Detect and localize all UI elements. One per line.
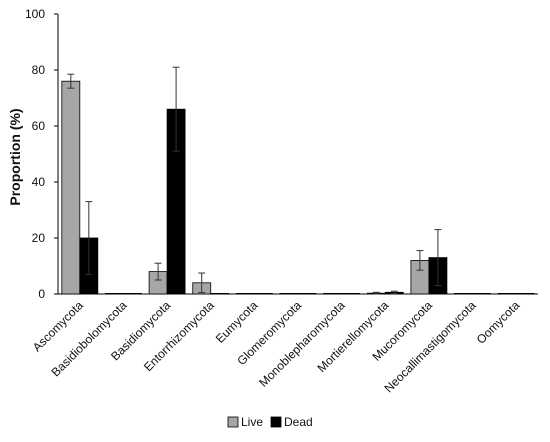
bar-dead-oomycota	[515, 292, 535, 295]
legend-label-live: Live	[241, 415, 263, 429]
y-tick-label: 0	[38, 287, 45, 301]
y-axis: 0 20 40 60 80 100	[25, 7, 59, 301]
y-tick-label: 100	[25, 7, 45, 21]
y-tick-label: 80	[32, 63, 46, 77]
legend-label-dead: Dead	[284, 415, 313, 429]
bar-dead-monoblepharomycota	[341, 292, 361, 295]
bar-live-eumycota	[235, 292, 255, 295]
bars	[61, 66, 535, 295]
x-category-label: Oomycota	[474, 298, 523, 347]
bar-live-basidiobolomycota	[105, 292, 124, 295]
y-tick-label: 60	[32, 119, 46, 133]
bar-dead-glomeromycota	[297, 292, 317, 295]
legend-swatch-dead	[270, 416, 282, 428]
bar-live-glomeromycota	[279, 292, 299, 295]
bar-live-ascomycota	[61, 80, 81, 295]
category-labels: AscomycotaBasidiobolomycotaBasidiomycota…	[30, 298, 523, 395]
x-category-label: Monoblepharomycota	[256, 298, 348, 390]
bar-live-neocallimastigomycota	[454, 292, 473, 295]
bar-live-monoblepharomycota	[323, 292, 343, 295]
legend-swatch-live	[227, 416, 239, 428]
bar-dead-neocallimastigomycota	[472, 292, 491, 295]
x-category-label: Basidiobolomycota	[48, 298, 129, 379]
y-axis-title: Proportion (%)	[7, 108, 23, 205]
bar-dead-basidiobolomycota	[123, 292, 142, 295]
y-tick-label: 20	[32, 231, 46, 245]
bar-dead-eumycota	[253, 292, 273, 295]
legend: Live Dead	[227, 415, 313, 429]
bar-dead-entorrhizomycota	[210, 292, 230, 295]
bar-live-oomycota	[497, 292, 517, 295]
y-tick-label: 40	[32, 175, 46, 189]
